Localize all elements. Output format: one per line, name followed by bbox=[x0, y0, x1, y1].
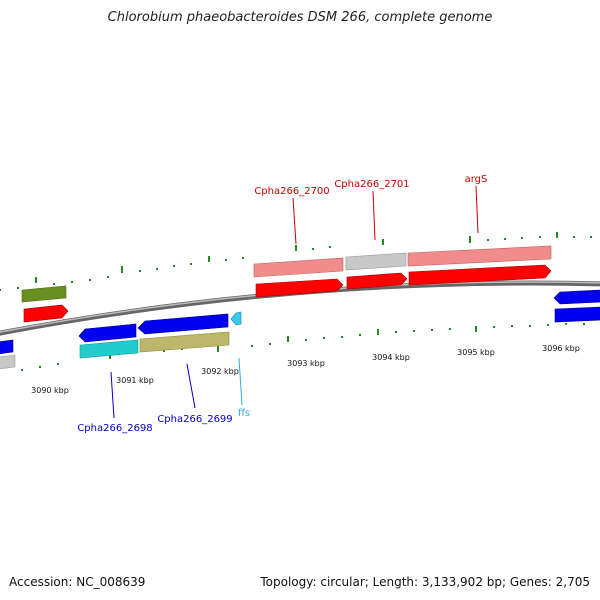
cds-cpha266-2698[interactable] bbox=[78, 323, 137, 343]
scale-label-3095: 3095 kbp bbox=[457, 348, 495, 357]
map-title: Chlorobium phaeobacteroides DSM 266, com… bbox=[107, 10, 493, 25]
genome-summary: Topology: circular; Length: 3,133,902 bp… bbox=[260, 575, 590, 589]
gene-label-cpha266-2698[interactable]: Cpha266_2698 bbox=[77, 423, 152, 434]
gene-feature-cpha266-2699[interactable] bbox=[139, 331, 230, 353]
forward-tick-track bbox=[0, 232, 592, 291]
scale-label-3090: 3090 kbp bbox=[31, 386, 69, 395]
scale-label-3091: 3091 kbp bbox=[116, 376, 154, 385]
scale-label-3093: 3093 kbp bbox=[287, 359, 325, 368]
cds-cpha266-2699[interactable] bbox=[137, 313, 229, 335]
gene-feature-args[interactable] bbox=[407, 245, 552, 267]
reverse-tick-track bbox=[21, 323, 585, 371]
scale-label-3092: 3092 kbp bbox=[201, 367, 239, 376]
cds-cpha266-2700[interactable] bbox=[255, 278, 344, 298]
cds-args[interactable] bbox=[408, 264, 552, 286]
gene-label-cpha266-2701[interactable]: Cpha266_2701 bbox=[334, 179, 409, 190]
reverse-feature-row bbox=[0, 306, 600, 370]
gene-label-cpha266-2700[interactable]: Cpha266_2700 bbox=[254, 186, 329, 197]
accession-label: Accession: NC_008639 bbox=[9, 575, 146, 589]
cds-cpha266-2701[interactable] bbox=[346, 272, 408, 290]
cds-ffs[interactable] bbox=[230, 311, 242, 326]
gene-feature-right-edge-blue[interactable] bbox=[554, 306, 600, 323]
cds-reverse-left-edge[interactable] bbox=[0, 339, 14, 355]
gene-feature-cpha266-2698[interactable] bbox=[79, 339, 139, 359]
gene-label-args[interactable]: argS bbox=[465, 174, 488, 185]
scale-label-3094: 3094 kbp bbox=[372, 353, 410, 362]
gene-feature-olive[interactable] bbox=[21, 285, 67, 303]
cds-reverse-right[interactable] bbox=[553, 289, 600, 305]
gene-label-ffs[interactable]: ffs bbox=[238, 408, 250, 419]
cds-forward-left[interactable] bbox=[23, 304, 69, 323]
label-leader-lines bbox=[110, 185, 479, 419]
scale-label-3096: 3096 kbp bbox=[542, 344, 580, 353]
forward-feature-row bbox=[21, 245, 552, 303]
gene-labels: Cpha266_2700 Cpha266_2701 argS Cpha266_2… bbox=[77, 174, 487, 434]
forward-cds-row bbox=[23, 264, 552, 323]
reverse-cds-row bbox=[0, 289, 600, 355]
gene-feature-cpha266-2700[interactable] bbox=[253, 257, 344, 278]
gene-label-cpha266-2699[interactable]: Cpha266_2699 bbox=[157, 414, 232, 425]
gene-feature-left-edge-grey[interactable] bbox=[0, 354, 16, 370]
scale-labels: 3090 kbp 3091 kbp 3092 kbp 3093 kbp 3094… bbox=[31, 344, 580, 395]
gene-feature-cpha266-2701[interactable] bbox=[345, 252, 407, 271]
